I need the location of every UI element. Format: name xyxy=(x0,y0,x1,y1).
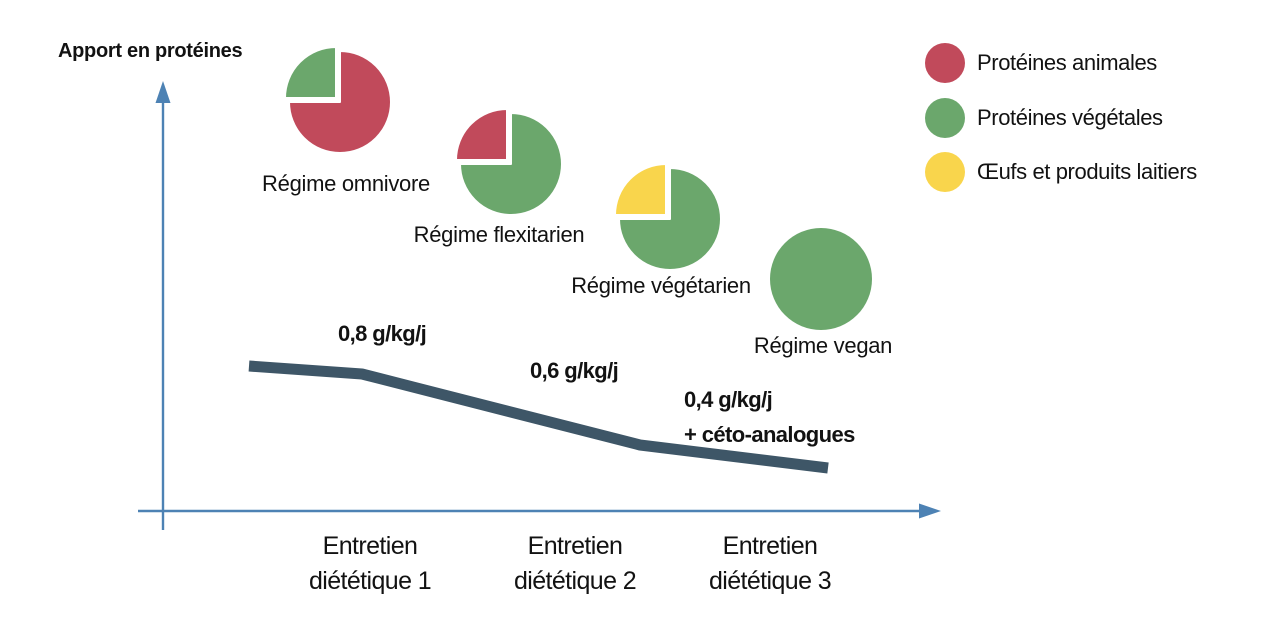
annotation-0-6: 0,6 g/kg/j xyxy=(530,358,619,383)
x-label-1-line1: Entretien xyxy=(322,532,418,560)
legend-swatch-eggs-dairy xyxy=(925,152,965,192)
pie-omnivore-vegetal-slice xyxy=(284,46,337,99)
legend-swatch-vegetal xyxy=(925,98,965,138)
y-axis-arrow-icon xyxy=(155,81,171,103)
pie-flexitarien-animal-slice xyxy=(455,108,508,161)
pie-flexitarien xyxy=(455,108,563,216)
legend-label-eggs-dairy: Œufs et produits laitiers xyxy=(977,159,1197,184)
pie-vegetarien-vegetal-slice xyxy=(618,167,722,271)
protein-intake-trend-line xyxy=(248,360,829,474)
legend-label-animal: Protéines animales xyxy=(977,50,1157,75)
annotation-0-4-line1: 0,4 g/kg/j xyxy=(684,387,773,412)
pie-flexitarien-vegetal-slice xyxy=(459,112,563,216)
x-label-entretien-3: Entretien diététique 3 xyxy=(620,529,920,599)
pie-label-omnivore: Régime omnivore xyxy=(262,171,430,196)
x-label-2-line2: diététique 2 xyxy=(513,567,637,595)
pie-label-vegetarien: Régime végétarien xyxy=(571,273,751,298)
pie-label-flexitarien: Régime flexitarien xyxy=(413,222,585,247)
legend-label-vegetal: Protéines végétales xyxy=(977,105,1163,130)
x-label-3-line2: diététique 3 xyxy=(708,567,832,595)
pie-omnivore-animal-slice xyxy=(288,50,392,154)
x-label-entretien-2: Entretien diététique 2 xyxy=(425,529,725,599)
x-label-entretien-1: Entretien diététique 1 xyxy=(220,529,520,599)
x-label-2-line1: Entretien xyxy=(527,532,623,560)
y-axis-title: Apport en protéines xyxy=(58,40,243,62)
x-label-1-line2: diététique 1 xyxy=(308,567,432,595)
pie-vegetarien xyxy=(614,163,722,271)
annotation-0-4-keto: 0,4 g/kg/j + céto-analogues xyxy=(684,382,855,452)
annotation-0-8: 0,8 g/kg/j xyxy=(338,321,427,346)
annotation-0-4-line2: + céto-analogues xyxy=(684,422,855,447)
legend-swatch-animal xyxy=(925,43,965,83)
pie-vegan-vegetal-slice xyxy=(770,228,872,330)
x-axis-arrow-icon xyxy=(919,503,941,519)
pie-label-vegan: Régime vegan xyxy=(753,333,893,358)
pie-omnivore xyxy=(284,46,392,154)
x-label-3-line1: Entretien xyxy=(722,532,818,560)
pie-vegetarien-eggs-dairy-slice xyxy=(614,163,667,216)
